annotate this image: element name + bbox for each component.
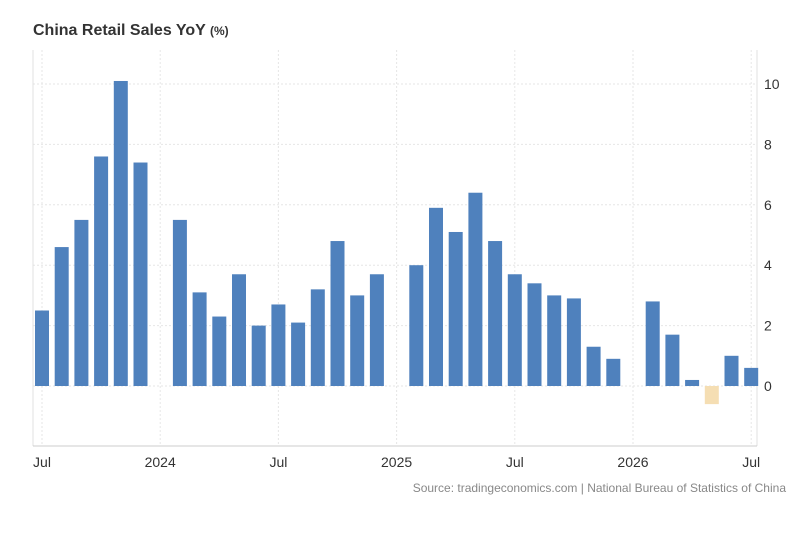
bar — [429, 207, 443, 386]
x-tick-label: 2024 — [145, 454, 176, 470]
bar — [507, 274, 522, 386]
y-tick-label: 0 — [764, 378, 772, 394]
bar — [94, 156, 109, 386]
bar — [74, 219, 89, 386]
bar — [547, 295, 562, 386]
bar — [448, 231, 463, 386]
source-note: Source: tradingeconomics.com | National … — [412, 481, 786, 495]
bar — [310, 289, 325, 386]
x-tick-label: Jul — [33, 454, 51, 470]
y-tick-label: 4 — [764, 257, 772, 273]
x-tick-label: Jul — [742, 454, 760, 470]
bar — [369, 274, 384, 386]
bar — [330, 241, 345, 386]
bar — [468, 192, 483, 386]
bar — [192, 292, 207, 386]
bar — [645, 301, 660, 386]
bar — [54, 247, 69, 386]
bar — [291, 322, 306, 386]
bar — [724, 355, 739, 386]
bar — [350, 295, 365, 386]
x-tick-label: Jul — [506, 454, 524, 470]
x-tick-label: 2025 — [381, 454, 412, 470]
y-tick-label: 8 — [764, 136, 772, 152]
bar-negative — [704, 386, 719, 405]
chart-title-text: China Retail Sales YoY — [33, 22, 206, 39]
y-tick-label: 6 — [764, 197, 772, 213]
bar — [586, 346, 601, 386]
x-tick-label: 2026 — [617, 454, 648, 470]
bar — [212, 316, 227, 386]
bar — [133, 162, 148, 386]
bar — [409, 265, 424, 386]
bar — [113, 80, 128, 386]
bar — [488, 241, 503, 386]
bar — [271, 304, 286, 386]
x-tick-label: Jul — [269, 454, 287, 470]
bar — [232, 274, 246, 386]
bar — [665, 334, 680, 386]
bar — [172, 219, 187, 386]
bar — [35, 310, 49, 386]
y-tick-label: 10 — [764, 76, 780, 92]
bar — [566, 298, 581, 386]
bar — [527, 283, 542, 386]
chart-title-unit: (%) — [209, 24, 229, 38]
bar — [606, 358, 621, 386]
bar — [251, 325, 266, 386]
bar — [744, 367, 759, 386]
bar — [685, 379, 700, 386]
chart-title: China Retail Sales YoY (%) — [33, 22, 229, 40]
y-tick-label: 2 — [764, 318, 772, 334]
